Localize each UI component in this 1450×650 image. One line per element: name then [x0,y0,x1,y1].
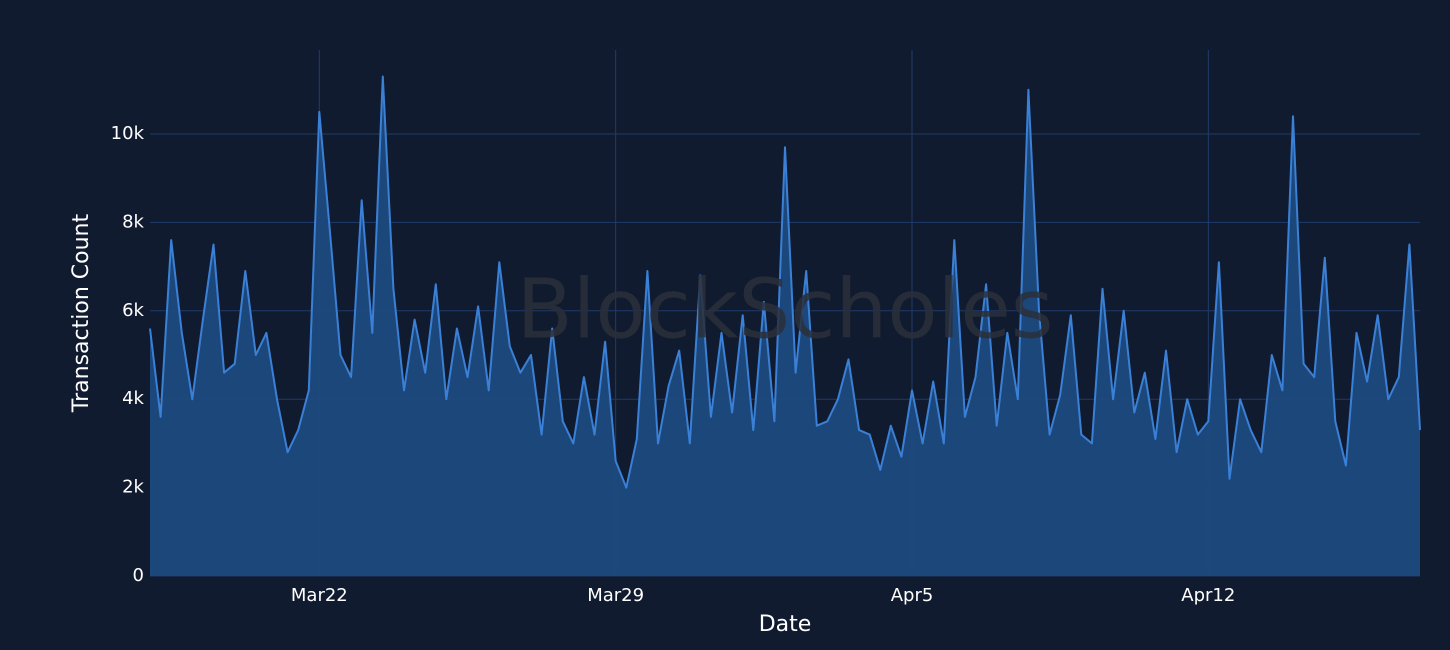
x-tick-label: Apr5 [891,585,934,606]
y-tick-label: 6k [122,300,144,321]
watermark: BlockScholes [516,262,1053,357]
y-tick-label: 8k [122,211,144,232]
y-tick-label: 2k [122,477,144,498]
area-fill [150,76,1420,576]
x-tick-label: Apr12 [1181,585,1235,606]
line [149,75,1421,489]
y-tick-label: 4k [122,388,144,409]
y-tick-label: 10k [111,123,145,144]
y-axis-label: Transaction Count [69,214,94,414]
x-axis-label: Date [759,612,812,637]
y-tick-label: 0 [133,565,144,586]
x-tick-label: Mar29 [587,585,644,606]
x-tick-label: Mar22 [291,585,348,606]
